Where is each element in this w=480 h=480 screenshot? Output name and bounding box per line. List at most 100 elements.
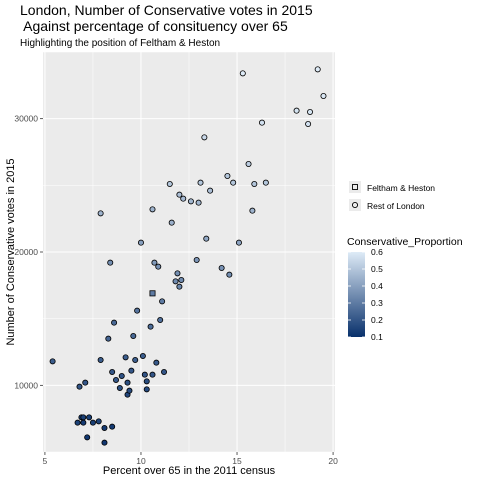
data-point <box>126 387 133 394</box>
data-point <box>172 278 179 285</box>
data-point <box>153 359 160 366</box>
data-point <box>139 352 146 359</box>
colorbar-tick-label: 0.3 <box>371 298 383 308</box>
data-point <box>143 386 150 393</box>
x-tick-label: 5 <box>43 456 48 466</box>
data-point <box>258 119 265 126</box>
legend-label-feltham: Feltham & Heston <box>367 183 435 193</box>
data-point <box>239 70 246 77</box>
color-legend: Conservative_Proportion 0.6 0.5 0.4 0.3 0.2 0… <box>347 236 463 342</box>
shape-legend: Feltham & Heston Rest of London <box>349 181 435 211</box>
data-point <box>235 239 242 246</box>
data-point <box>149 371 156 378</box>
x-tick-label: 15 <box>232 456 242 466</box>
chart-subtitle: Highlighting the position of Feltham & H… <box>20 38 220 49</box>
y-axis-ticks: 10000 20000 30000 <box>14 114 43 390</box>
data-point <box>178 276 185 283</box>
data-point <box>109 423 116 430</box>
data-point <box>147 323 154 330</box>
y-tick-label: 20000 <box>14 247 38 257</box>
data-points <box>49 66 327 446</box>
y-tick-label: 10000 <box>14 380 38 390</box>
data-point <box>80 419 87 426</box>
legend-key-bg-feltham <box>349 181 361 193</box>
x-tick-label: 10 <box>136 456 146 466</box>
data-point <box>134 307 141 314</box>
data-point <box>49 358 56 365</box>
data-point <box>116 384 123 391</box>
data-point <box>105 335 112 342</box>
data-point <box>82 379 89 386</box>
legend-square-marker <box>352 184 358 190</box>
data-point <box>187 198 194 205</box>
data-point <box>307 109 314 116</box>
data-point <box>101 424 108 431</box>
data-point <box>251 180 258 187</box>
data-point <box>166 180 173 187</box>
data-point <box>143 378 150 385</box>
data-point <box>122 354 129 361</box>
legend-key-bg-rest <box>349 199 361 211</box>
data-point <box>293 107 300 114</box>
data-point <box>76 383 83 390</box>
data-point <box>249 207 256 214</box>
data-point <box>149 206 156 213</box>
data-point-feltham-heston <box>149 290 156 297</box>
chart-title-line1: London, Number of Conservative votes in … <box>20 2 313 18</box>
data-point <box>314 66 321 73</box>
data-point <box>101 439 108 446</box>
colorbar <box>348 252 365 337</box>
data-point <box>195 199 202 206</box>
data-point <box>107 259 114 266</box>
x-tick-label: 20 <box>328 456 338 466</box>
data-point <box>226 271 233 278</box>
data-point <box>97 210 104 217</box>
y-tick-label: 30000 <box>14 114 38 124</box>
data-point <box>74 419 81 426</box>
legend-label-rest: Rest of London <box>367 201 425 211</box>
data-point <box>141 371 148 378</box>
data-point <box>155 263 162 270</box>
data-point <box>86 414 93 421</box>
data-point <box>95 418 102 425</box>
data-point <box>132 356 139 363</box>
data-point <box>80 414 87 421</box>
data-point <box>305 121 312 128</box>
y-axis-title: Number of Conservative votes in 2015 <box>5 158 17 345</box>
data-point <box>201 134 208 141</box>
data-point <box>113 376 120 383</box>
data-point <box>159 298 166 305</box>
colorbar-tick-label: 0.6 <box>371 247 383 257</box>
legend-circle-marker <box>351 201 359 209</box>
data-point <box>137 239 144 246</box>
x-axis-ticks: 5 10 15 20 <box>43 452 338 466</box>
data-point <box>89 419 96 426</box>
data-point <box>203 235 210 242</box>
colorbar-tick-label: 0.4 <box>371 281 383 291</box>
data-point <box>168 219 175 226</box>
data-point <box>262 179 269 186</box>
data-point <box>224 172 231 179</box>
data-point <box>180 195 187 202</box>
data-point <box>197 179 204 186</box>
colorbar-tick-label: 0.1 <box>371 332 383 342</box>
data-point <box>111 319 118 326</box>
data-point <box>176 283 183 290</box>
gridlines <box>43 51 335 453</box>
colorbar-tick-label: 0.2 <box>371 315 383 325</box>
data-point <box>130 332 137 339</box>
colorbar-tick-label: 0.5 <box>371 264 383 274</box>
data-point <box>176 191 183 198</box>
data-point <box>207 187 214 194</box>
colorbar-title: Conservative_Proportion <box>347 236 463 248</box>
data-point <box>151 259 158 266</box>
data-point <box>230 179 237 186</box>
data-point <box>157 316 164 323</box>
x-axis-title: Percent over 65 in the 2011 census <box>103 465 276 477</box>
data-point <box>174 270 181 277</box>
data-point <box>161 368 168 375</box>
data-point <box>109 368 116 375</box>
data-point <box>218 264 225 271</box>
data-point <box>320 93 327 100</box>
